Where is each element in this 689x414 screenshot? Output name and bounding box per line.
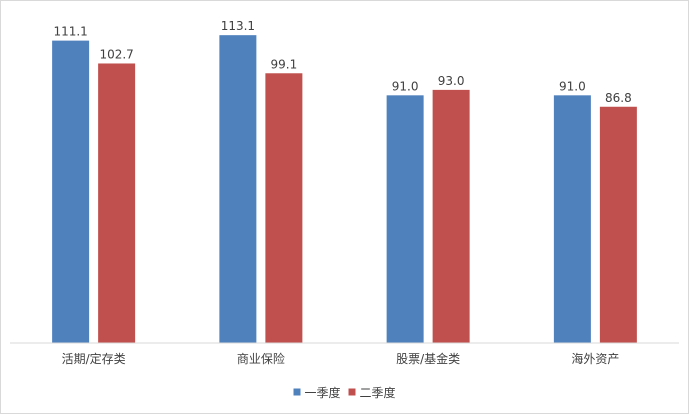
legend-label-2: 二季度 bbox=[360, 385, 396, 400]
bar-2-1 bbox=[98, 63, 136, 344]
value-label-1-2: 113.1 bbox=[221, 19, 255, 33]
value-labels-layer: 111.1 102.7 113.1 99.1 91.0 93.0 91.0 86.8 bbox=[53, 19, 631, 105]
legend-swatch-2 bbox=[348, 388, 356, 396]
legend: 一季度 二季度 bbox=[293, 385, 396, 400]
category-label-3: 股票/基金类 bbox=[396, 351, 460, 366]
category-label-2: 商业保险 bbox=[237, 351, 285, 366]
bar-1-4 bbox=[553, 95, 591, 343]
bar-1-1 bbox=[52, 40, 90, 344]
legend-swatch-1 bbox=[293, 388, 301, 396]
bar-2-4 bbox=[599, 106, 637, 343]
bar-1-2 bbox=[219, 35, 257, 344]
value-label-1-3: 91.0 bbox=[392, 79, 419, 93]
bar-2-3 bbox=[432, 89, 470, 343]
bars-layer bbox=[52, 35, 637, 344]
category-labels-layer: 活期/定存类 商业保险 股票/基金类 海外资产 bbox=[62, 351, 620, 366]
value-label-1-4: 91.0 bbox=[559, 79, 586, 93]
value-label-2-3: 93.0 bbox=[438, 74, 465, 88]
value-label-2-1: 102.7 bbox=[99, 47, 133, 61]
legend-label-1: 一季度 bbox=[305, 385, 341, 400]
value-label-1-1: 111.1 bbox=[53, 25, 87, 39]
bar-2-2 bbox=[265, 73, 303, 344]
value-label-2-2: 99.1 bbox=[271, 57, 298, 71]
bar-1-3 bbox=[386, 95, 424, 343]
value-label-2-4: 86.8 bbox=[605, 91, 632, 105]
category-label-1: 活期/定存类 bbox=[62, 351, 126, 366]
category-label-4: 海外资产 bbox=[571, 351, 619, 366]
